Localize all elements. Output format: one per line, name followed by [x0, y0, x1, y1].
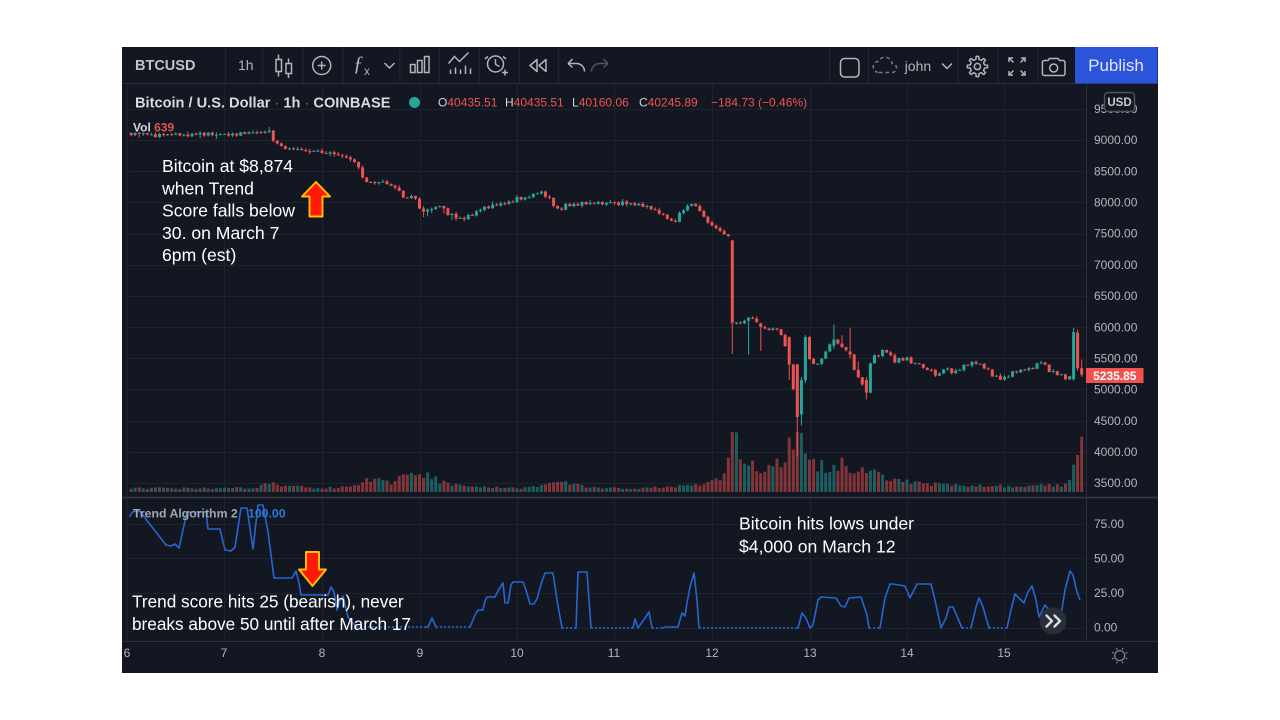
svg-text:x: x	[364, 66, 370, 78]
svg-text:25.00: 25.00	[1094, 586, 1124, 600]
svg-text:8500.00: 8500.00	[1094, 164, 1138, 178]
svg-text:Bitcoin at $8,874: Bitcoin at $8,874	[162, 156, 293, 176]
svg-text:0.00: 0.00	[1094, 621, 1118, 635]
svg-text:50.00: 50.00	[1094, 552, 1124, 566]
svg-text:14: 14	[900, 646, 914, 660]
svg-text:USD: USD	[1107, 97, 1131, 109]
svg-text:11: 11	[608, 646, 621, 660]
svg-text:6: 6	[124, 646, 131, 660]
svg-text:12: 12	[705, 646, 719, 660]
svg-text:ƒ: ƒ	[353, 52, 364, 76]
svg-text:5000.00: 5000.00	[1094, 383, 1138, 397]
svg-text:4000.00: 4000.00	[1094, 445, 1138, 459]
svg-text:C40245.89: C40245.89	[639, 96, 698, 110]
svg-text:15: 15	[997, 646, 1011, 660]
svg-text:Trend score hits 25 (bearish),: Trend score hits 25 (bearish), never	[132, 592, 404, 612]
svg-text:L40160.06: L40160.06	[572, 96, 629, 110]
svg-text:$4,000 on March 12: $4,000 on March 12	[739, 537, 896, 557]
svg-text:Publish: Publish	[1088, 56, 1144, 75]
svg-text:Vol 639: Vol 639	[133, 121, 174, 135]
svg-text:30. on March 7: 30. on March 7	[162, 223, 279, 243]
svg-text:6pm (est): 6pm (est)	[162, 245, 236, 265]
svg-text:10: 10	[510, 646, 524, 660]
svg-text:−184.73 (−0.46%): −184.73 (−0.46%)	[711, 96, 807, 110]
svg-text:8: 8	[319, 646, 326, 660]
svg-text:100.00: 100.00	[248, 507, 286, 521]
svg-text:9: 9	[417, 646, 424, 660]
svg-text:Score falls below: Score falls below	[162, 201, 295, 221]
svg-text:4500.00: 4500.00	[1094, 414, 1138, 428]
svg-text:5235.85: 5235.85	[1093, 369, 1137, 383]
svg-text:Bitcoin hits lows under: Bitcoin hits lows under	[739, 514, 914, 534]
svg-text:5500.00: 5500.00	[1094, 352, 1138, 366]
svg-text:O40435.51: O40435.51	[438, 96, 498, 110]
svg-text:7000.00: 7000.00	[1094, 258, 1138, 272]
svg-text:Trend Algorithm 2: Trend Algorithm 2	[133, 507, 238, 521]
svg-text:75.00: 75.00	[1094, 517, 1124, 531]
svg-text:6500.00: 6500.00	[1094, 289, 1138, 303]
svg-text:Bitcoin / U.S. Dollar · 1h · C: Bitcoin / U.S. Dollar · 1h · COINBASE	[135, 96, 391, 112]
svg-text:when Trend: when Trend	[161, 178, 254, 198]
svg-text:BTCUSD: BTCUSD	[135, 58, 195, 74]
svg-text:7500.00: 7500.00	[1094, 227, 1138, 241]
svg-text:H40435.51: H40435.51	[505, 96, 564, 110]
svg-text:6000.00: 6000.00	[1094, 320, 1138, 334]
svg-text:1h: 1h	[238, 57, 254, 73]
svg-text:breaks above 50 until after Ma: breaks above 50 until after March 17	[132, 614, 411, 634]
svg-text:3500.00: 3500.00	[1094, 476, 1138, 490]
svg-text:9000.00: 9000.00	[1094, 133, 1138, 147]
svg-text:7: 7	[221, 646, 228, 660]
svg-text:8000.00: 8000.00	[1094, 196, 1138, 210]
svg-text:john: john	[904, 58, 931, 74]
svg-text:13: 13	[803, 646, 817, 660]
